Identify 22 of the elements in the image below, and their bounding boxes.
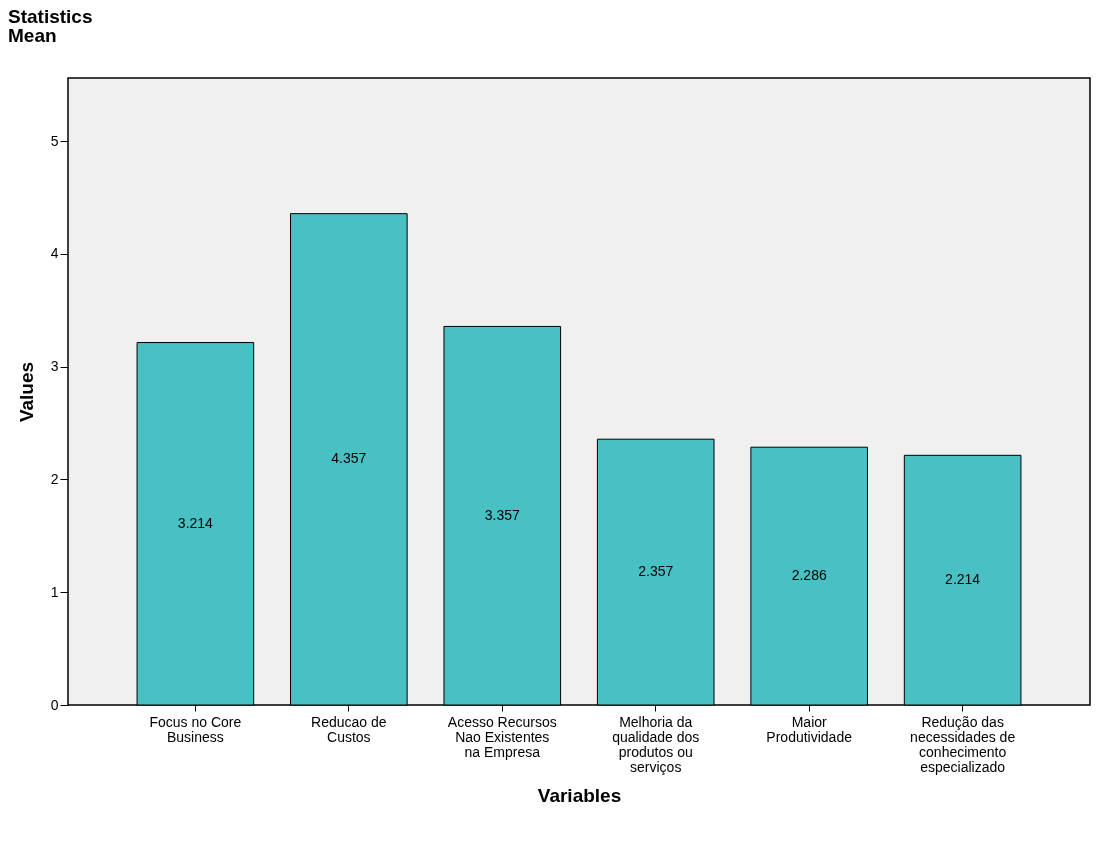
- x-tick-label: Maior Produtividade: [766, 713, 853, 745]
- x-tick-label: Reducao de Custos: [311, 713, 387, 745]
- y-tick-label: 4: [50, 245, 59, 262]
- x-tick-label: Melhoria da qualidade dos produtos ou serviços: [612, 713, 700, 775]
- y-tick-label: 5: [50, 132, 59, 149]
- x-tick-label: Acesso Recursos Nao Existentes na Empresa: [447, 713, 557, 760]
- data-label: 2.214: [945, 571, 981, 588]
- chart-title: Statistics: [8, 6, 93, 27]
- x-axis-title: Variables: [537, 784, 622, 806]
- x-tick-label: Redução das necessidades de conhecimento especializado: [910, 713, 1016, 775]
- y-tick-label: 0: [50, 696, 59, 713]
- data-label: 4.357: [331, 450, 367, 467]
- data-label: 3.214: [177, 514, 214, 531]
- y-axis-title: Values: [15, 361, 37, 423]
- x-tick-label: Focus no Core Business: [149, 713, 242, 745]
- data-label: 3.357: [484, 506, 520, 523]
- y-tick-label: 3: [50, 358, 59, 375]
- chart-subtitle: Mean: [8, 25, 57, 46]
- y-tick-label: 2: [50, 470, 59, 487]
- data-label: 2.357: [638, 563, 674, 580]
- data-label: 2.286: [791, 567, 827, 584]
- y-tick-label: 1: [50, 583, 59, 600]
